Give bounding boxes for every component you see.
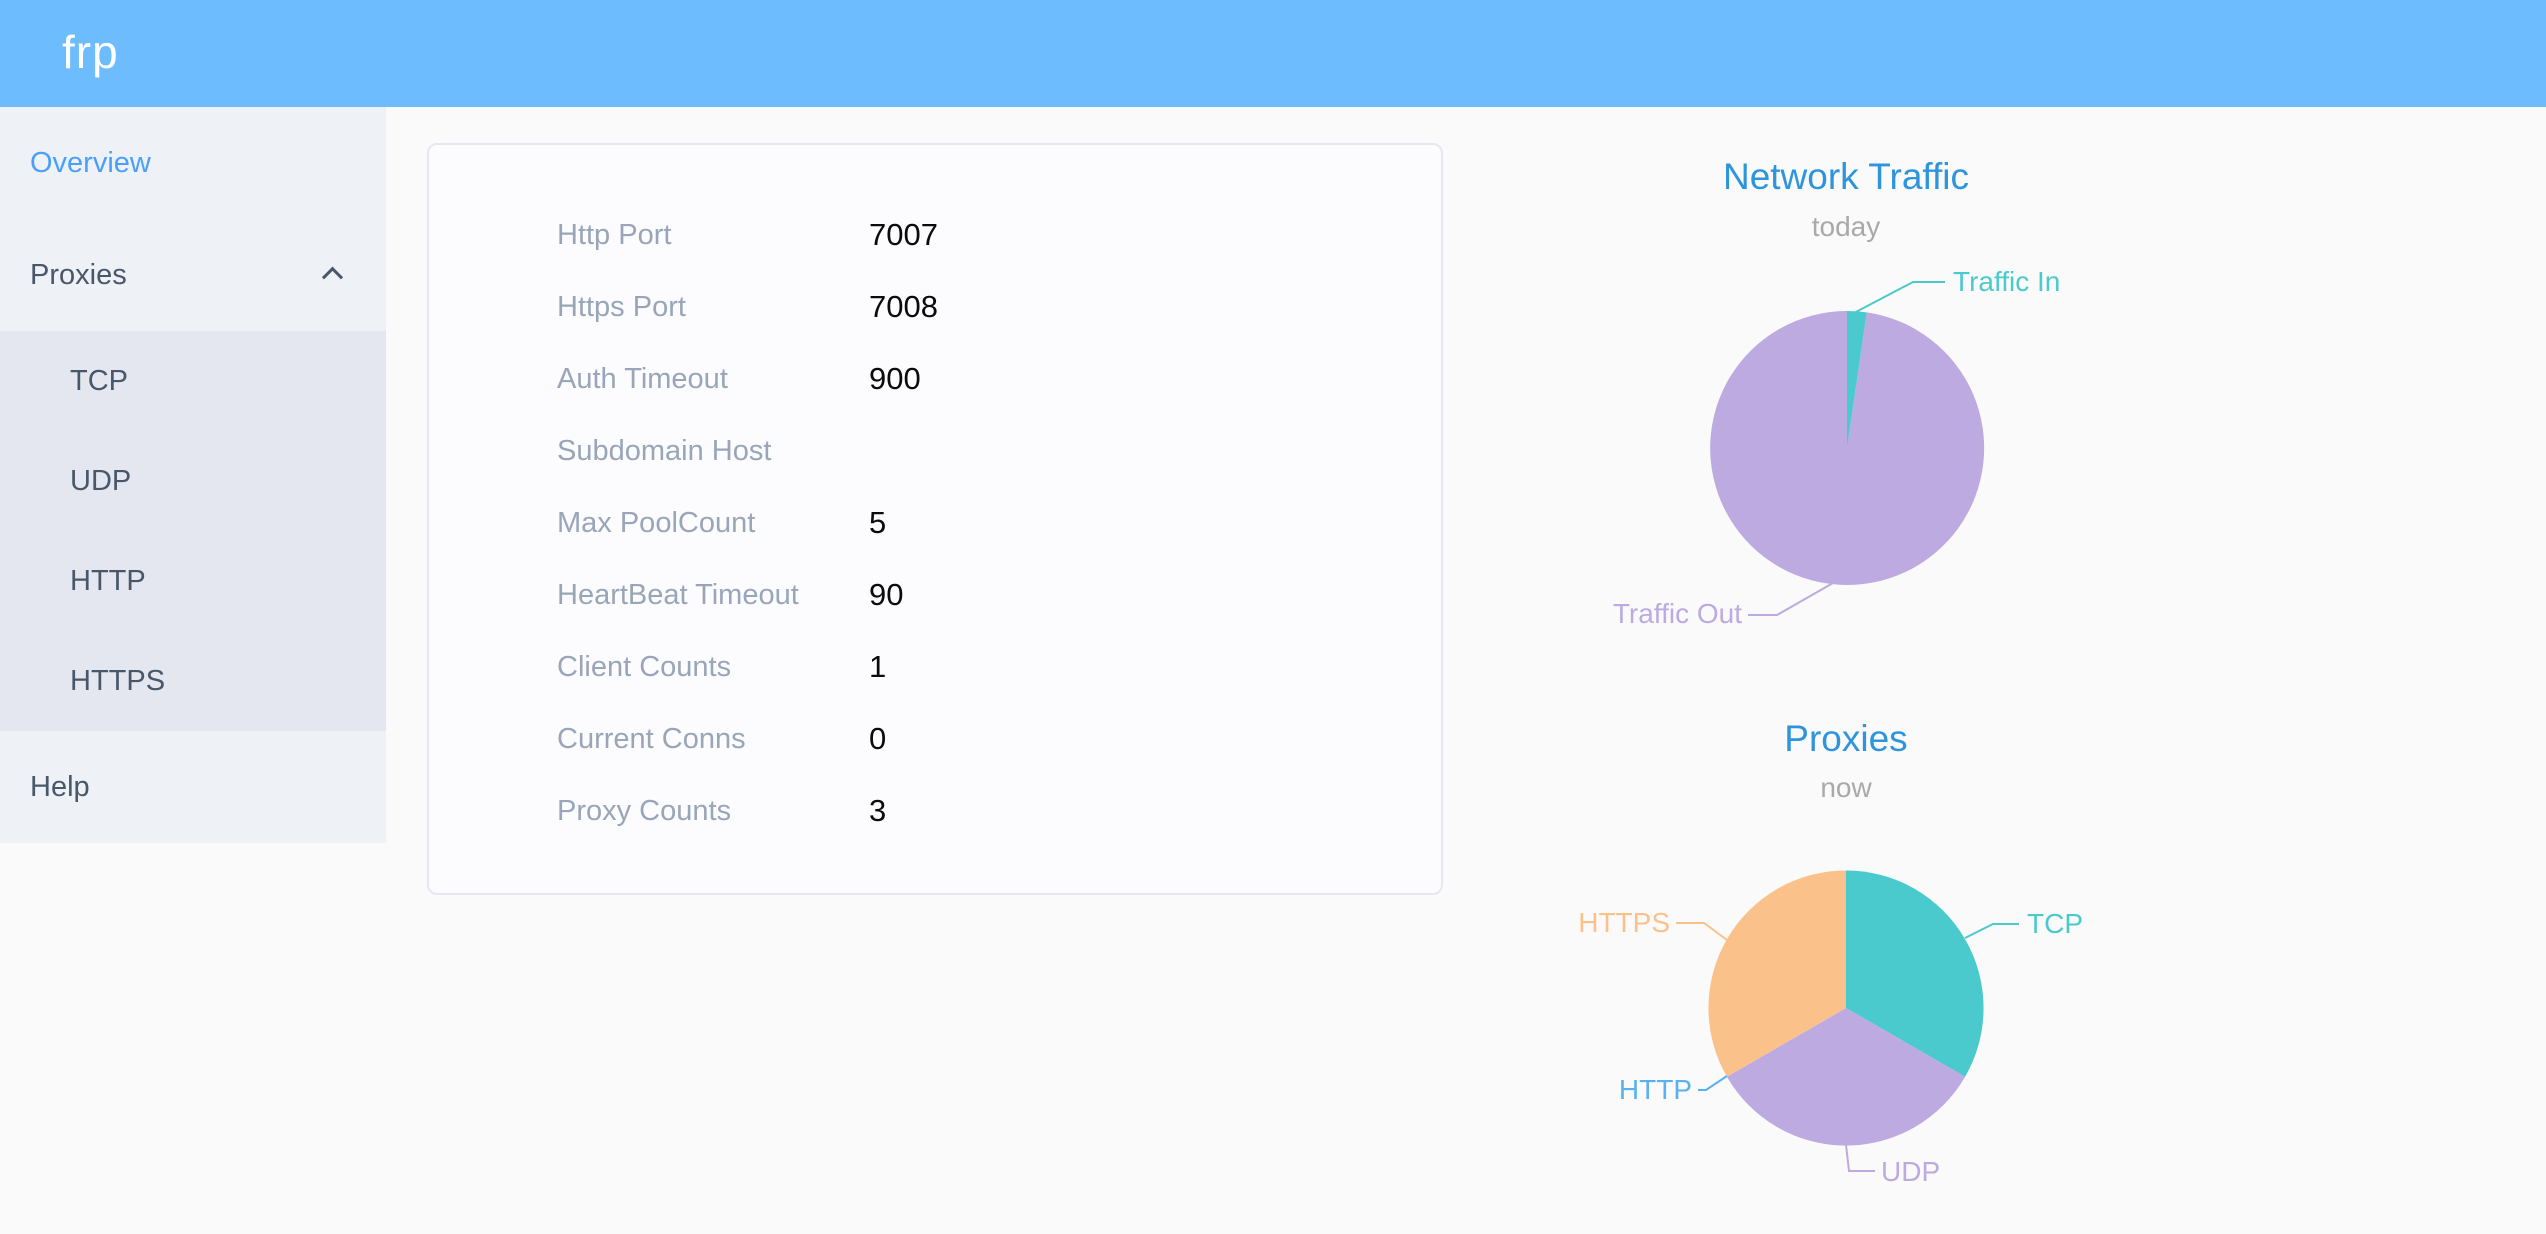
sidebar-item-tcp[interactable]: TCP [70,365,128,397]
proxies-chart-title: Proxies [1784,718,1908,759]
label-line-traffic-out [1748,582,1834,616]
server-info-panel: Http Port 7007 Https Port 7008 Auth Time… [427,143,1443,895]
pie-slice-tcp[interactable] [1846,870,1984,1077]
pie-label-tcp: TCP [2027,908,2083,939]
info-value: 7007 [869,217,938,252]
network-traffic-chart-subtitle: today [1811,211,1881,242]
info-value: 5 [869,505,887,540]
info-label: Https Port [557,291,686,323]
sidebar-item-overview[interactable]: Overview [30,147,151,179]
sidebar-item-proxies[interactable]: Proxies [0,219,386,331]
sidebar-item-http[interactable]: HTTP [70,565,146,597]
sidebar-item-udp[interactable]: UDP [70,465,132,497]
app-logo: frp [62,26,119,78]
pie-label-udp: UDP [1881,1156,1941,1187]
info-value: 7008 [869,289,938,324]
info-value: 900 [869,361,921,396]
info-row-https-port: Https Port 7008 [429,271,1441,343]
sidebar-item-https[interactable]: HTTPS [70,665,166,697]
pie-label-http: HTTP [1618,1074,1692,1105]
info-row-subdomain-host: Subdomain Host [429,415,1441,487]
info-label: Client Counts [557,651,732,683]
info-row-max-poolcount: Max PoolCount 5 [429,487,1441,559]
pie-slice-https[interactable] [1708,870,1846,1077]
pie-label-traffic-out: Traffic Out [1612,598,1742,629]
info-value: 3 [869,793,887,828]
pie-slice-traffic-out[interactable] [1710,311,1985,585]
chevron-up-icon [321,266,344,288]
label-line-traffic-in [1853,281,1945,314]
label-line-udp [1845,1144,1875,1172]
info-value: 90 [869,577,904,612]
label-line-http [1698,1075,1728,1091]
proxies-submenu: TCP UDP HTTP HTTPS [0,331,386,731]
info-row-proxy-counts: Proxy Counts 3 [429,775,1441,847]
info-row-auth-timeout: Auth Timeout 900 [429,343,1441,415]
info-row-client-counts: Client Counts 1 [429,631,1441,703]
info-label: HeartBeat Timeout [557,579,799,611]
info-label: Max PoolCount [557,507,756,539]
info-label: Http Port [557,219,672,251]
info-row-heartbeat-timeout: HeartBeat Timeout 90 [429,559,1441,631]
network-traffic-chart-title: Network Traffic [1722,156,1970,197]
info-row-http-port: Http Port 7007 [429,199,1441,271]
app-header: frp [0,0,2546,107]
info-value: 1 [869,649,887,684]
info-label: Proxy Counts [557,795,732,827]
info-label: Current Conns [557,723,746,755]
sidebar-item-proxies-label: Proxies [30,259,127,291]
info-label: Subdomain Host [557,435,772,467]
label-line-tcp [1964,923,2019,939]
info-value: 0 [869,721,887,756]
sidebar-menu: Overview Proxies TCP UDP HTTP HTTPS Help [0,107,386,843]
info-row-current-conns: Current Conns 0 [429,703,1441,775]
pie-label-https: HTTPS [1578,907,1670,938]
label-line-https [1676,922,1728,941]
pie-slice-udp[interactable] [1726,1008,1966,1146]
pie-label-traffic-in: Traffic In [1953,266,2061,297]
sidebar-item-help[interactable]: Help [30,771,90,803]
proxies-chart-subtitle: now [1820,772,1872,803]
pie-slice-traffic-in[interactable] [1847,310,1867,448]
info-label: Auth Timeout [557,363,728,395]
